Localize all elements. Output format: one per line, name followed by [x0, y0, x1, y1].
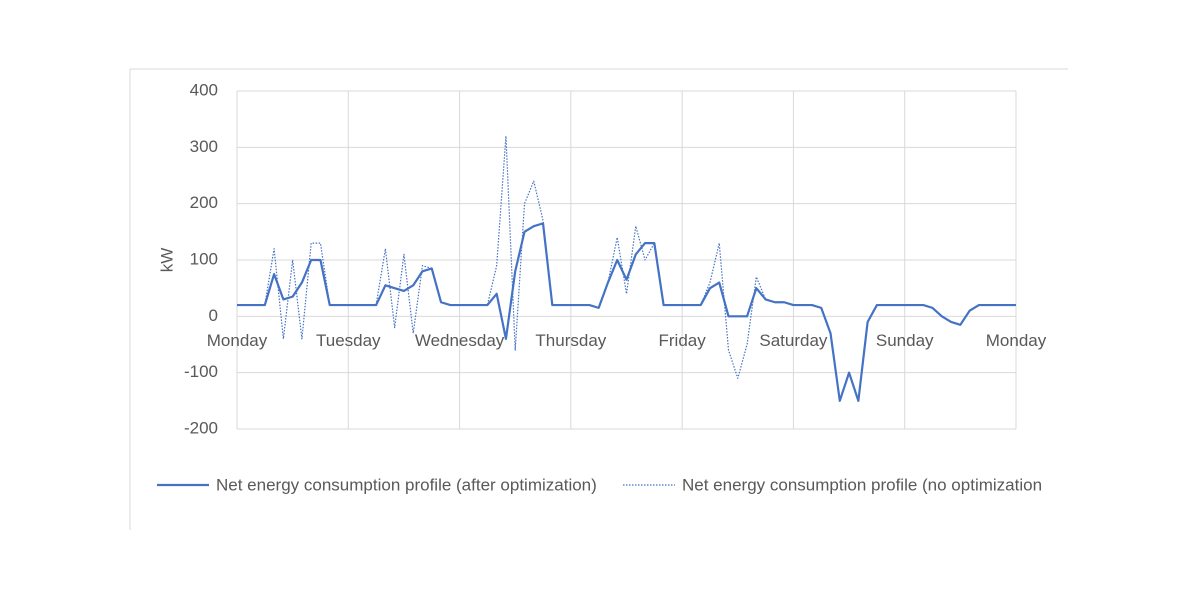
y-tick-label: 200 — [190, 193, 218, 212]
legend-label: Net energy consumption profile (after op… — [216, 475, 597, 494]
y-tick-label: 100 — [190, 249, 218, 268]
series-line — [237, 135, 1016, 402]
y-tick-label: 400 — [190, 80, 218, 99]
x-tick-label: Sunday — [876, 331, 934, 350]
y-tick-label: 300 — [190, 137, 218, 156]
y-tick-label: -200 — [184, 418, 218, 437]
y-axis-title: kW — [157, 248, 176, 273]
x-tick-label: Saturday — [759, 331, 828, 350]
x-tick-label: Monday — [986, 331, 1047, 350]
x-tick-label: Monday — [207, 331, 268, 350]
y-tick-label: 0 — [209, 306, 218, 325]
x-tick-label: Friday — [659, 331, 707, 350]
x-tick-label: Tuesday — [316, 331, 381, 350]
y-tick-label: -100 — [184, 362, 218, 381]
series-line — [237, 222, 1016, 402]
x-tick-label: Thursday — [535, 331, 606, 350]
x-tick-label: Wednesday — [415, 331, 505, 350]
legend-label: Net energy consumption profile (no optim… — [682, 475, 1042, 494]
